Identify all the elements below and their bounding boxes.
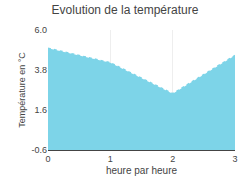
svg-text:6.0: 6.0	[34, 25, 47, 35]
svg-text:Evolution de la température: Evolution de la température	[52, 3, 199, 17]
svg-text:2: 2	[170, 154, 175, 164]
svg-text:heure par heure: heure par heure	[106, 165, 178, 176]
svg-text:3.8: 3.8	[34, 65, 47, 75]
svg-text:1.6: 1.6	[34, 105, 47, 115]
svg-text:Température en °C: Température en °C	[17, 52, 27, 128]
svg-text:0: 0	[45, 154, 50, 164]
svg-text:1: 1	[108, 154, 113, 164]
svg-text:-0.6: -0.6	[31, 145, 47, 155]
svg-text:3: 3	[232, 154, 237, 164]
